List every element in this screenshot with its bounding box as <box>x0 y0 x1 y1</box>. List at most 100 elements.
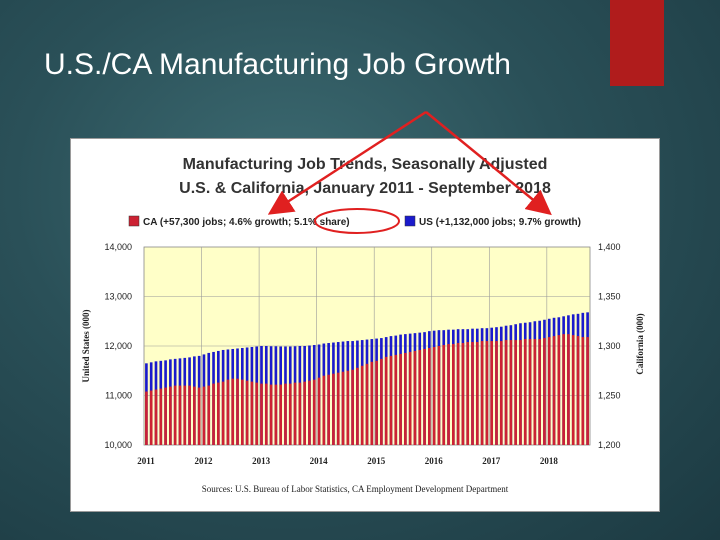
ca-bars <box>145 334 589 445</box>
ca-bar <box>240 379 244 445</box>
ca-bar <box>154 389 158 445</box>
ca-bar <box>437 346 441 445</box>
ca-bar <box>159 388 163 445</box>
ca-bar <box>380 358 383 445</box>
ca-bar <box>485 341 489 445</box>
legend-ca-label: CA (+57,300 jobs; 4.6% growth; 5.1% shar… <box>143 217 350 228</box>
ca-bar <box>169 386 172 445</box>
ca-bar <box>336 372 340 445</box>
ca-bar <box>327 374 330 445</box>
ca-bar <box>250 381 254 445</box>
right-tick-label: 1,250 <box>598 391 621 401</box>
x-tick-label: 2018 <box>540 456 559 466</box>
ca-bar <box>432 346 436 445</box>
ca-bar <box>332 373 335 445</box>
x-tick-label: 2013 <box>252 456 271 466</box>
ca-bar <box>461 343 465 445</box>
x-axis-ticks: 2011 2012 2013 2014 2015 2016 2017 2018 <box>137 456 558 466</box>
ca-bar <box>480 341 484 445</box>
ca-bar <box>452 344 455 445</box>
ca-bar <box>375 360 378 445</box>
ca-bar <box>207 385 211 445</box>
ca-bar <box>543 338 546 445</box>
x-tick-label: 2016 <box>425 456 444 466</box>
ca-bar <box>567 334 570 445</box>
ca-bar <box>308 380 311 445</box>
ca-bar <box>418 349 422 445</box>
right-axis-ticks: 1,200 1,250 1,300 1,350 1,400 <box>598 242 621 450</box>
left-axis-label: United States (000) <box>81 310 91 383</box>
ca-bar <box>212 383 215 445</box>
left-axis-ticks: 10,000 11,000 12,000 13,000 14,000 <box>104 242 132 450</box>
ca-bar <box>193 386 196 445</box>
legend-us-label: US (+1,132,000 jobs; 9.7% growth) <box>419 217 581 228</box>
ca-bar <box>164 387 167 445</box>
ca-bar <box>317 377 321 445</box>
ca-bar <box>499 341 503 445</box>
ca-bar <box>509 340 513 445</box>
source-note: Sources: U.S. Bureau of Labor Statistics… <box>202 484 509 494</box>
ca-bar <box>519 340 522 445</box>
ca-bar <box>236 378 239 445</box>
ca-bar <box>312 379 316 445</box>
ca-bar <box>145 391 148 445</box>
ca-bar <box>389 355 393 445</box>
ca-bar <box>576 336 580 445</box>
ca-bar <box>293 382 297 445</box>
right-tick-label: 1,200 <box>598 440 621 450</box>
ca-bar <box>408 351 412 445</box>
left-tick-label: 13,000 <box>104 292 132 302</box>
ca-bar <box>341 371 345 445</box>
ca-bar <box>523 339 527 445</box>
ca-bar <box>370 361 374 445</box>
ca-bar <box>547 337 551 445</box>
ca-bar <box>178 385 182 445</box>
ca-bar <box>428 347 431 445</box>
ca-bar <box>284 383 287 445</box>
ca-bar <box>538 339 541 445</box>
ca-bar <box>423 348 426 445</box>
chart-title: Manufacturing Job Trends, Seasonally Adj… <box>183 156 548 173</box>
ca-bar <box>351 369 354 445</box>
chart-subtitle: U.S. & California, January 2011 - Septem… <box>179 180 551 197</box>
ca-bar <box>288 383 292 445</box>
ca-bar <box>571 335 575 445</box>
ca-bar <box>269 384 273 445</box>
ca-bar <box>245 380 249 445</box>
left-tick-label: 10,000 <box>104 440 132 450</box>
right-tick-label: 1,300 <box>598 341 621 351</box>
ca-bar <box>173 385 177 445</box>
ca-bar <box>399 353 402 445</box>
ca-bar <box>322 375 326 445</box>
left-tick-label: 11,000 <box>105 391 132 401</box>
ca-bar <box>202 386 206 445</box>
ca-bar <box>149 390 153 445</box>
ca-bar <box>557 335 561 445</box>
x-tick-label: 2015 <box>367 456 386 466</box>
ca-bar <box>490 341 494 445</box>
legend-us-swatch <box>404 215 416 227</box>
ca-bar <box>456 343 460 445</box>
ca-bar <box>495 341 498 445</box>
ca-bar <box>279 384 282 445</box>
ca-bar <box>475 342 479 445</box>
ca-bar <box>226 379 230 445</box>
ca-bar <box>346 370 350 445</box>
ca-bar <box>356 367 359 445</box>
ca-bar <box>504 340 508 445</box>
ca-bar <box>274 384 278 445</box>
x-tick-label: 2017 <box>482 456 501 466</box>
x-tick-label: 2014 <box>310 456 329 466</box>
ca-bar <box>466 342 470 445</box>
slide-title: U.S./CA Manufacturing Job Growth <box>44 48 511 81</box>
ca-bar <box>365 363 369 445</box>
ca-bar <box>533 339 537 445</box>
ca-bar <box>221 381 225 445</box>
left-tick-label: 12,000 <box>104 341 132 351</box>
ca-bar <box>447 344 450 445</box>
legend-ca-swatch <box>128 215 140 227</box>
ca-bar <box>384 356 388 445</box>
ca-bar <box>528 339 532 445</box>
ca-bar <box>471 342 474 445</box>
